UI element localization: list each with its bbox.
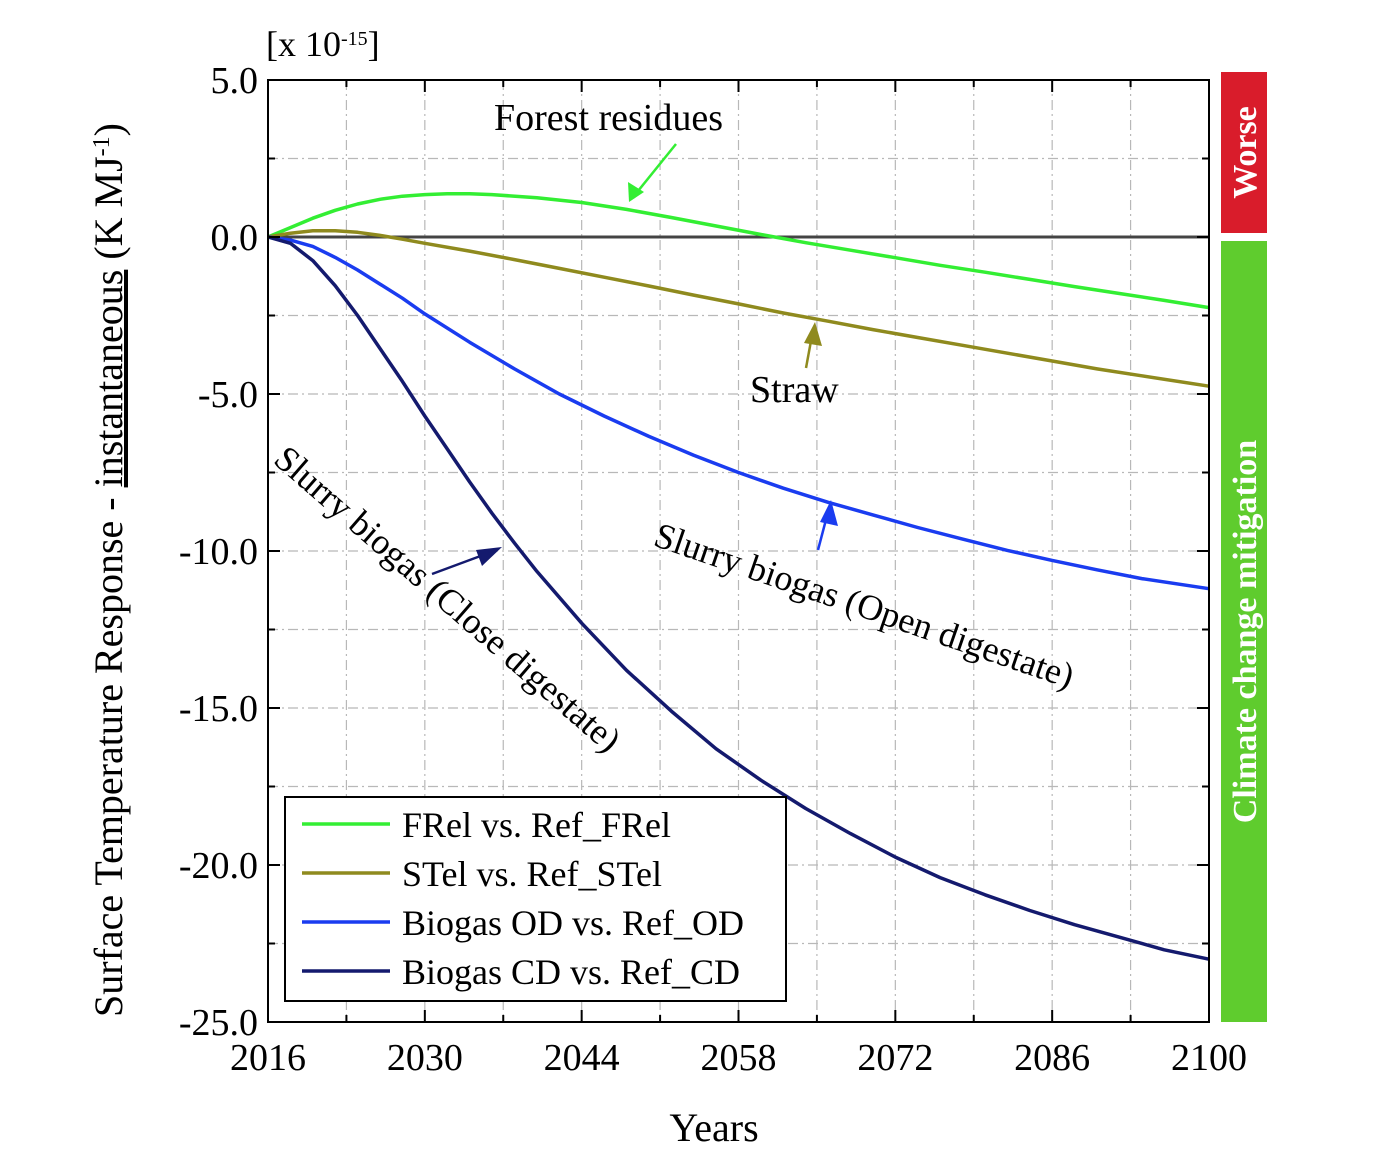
y-tick-label: 0.0 (211, 217, 259, 259)
annotation-slurry-open: Slurry biogas (Open digestate) (649, 515, 1079, 696)
side-band-label-1: Worse (1227, 106, 1264, 199)
y-tick-label: -15.0 (179, 688, 258, 730)
x-tick-label: 2016 (230, 1037, 306, 1079)
y-tick-label: -20.0 (179, 845, 258, 887)
legend-items: FRel vs. Ref_FRel STel vs. Ref_STel Biogas… (302, 805, 744, 992)
arrowhead-forest-residues (628, 182, 644, 202)
y-axis-label: Surface Temperature Response - instantan… (86, 123, 131, 1017)
legend: FRel vs. Ref_FRel STel vs. Ref_STel Biogas… (284, 796, 787, 1002)
side-band-label-2: Climate change mitigation (1227, 440, 1264, 823)
series-line-2 (267, 228, 1210, 388)
annotation-forest-residues: Forest residues (494, 97, 723, 139)
y-tick-label: 5.0 (211, 60, 259, 102)
legend-label-1: FRel vs. Ref_FRel (402, 805, 671, 845)
x-tick-label: 2030 (387, 1037, 463, 1079)
arrowhead-slurry-close (476, 547, 502, 566)
x-tick-label: 2058 (701, 1037, 777, 1079)
legend-box (284, 796, 787, 1002)
x-tick-label: 2044 (544, 1037, 620, 1079)
side-band-1 (1221, 72, 1267, 233)
y-tick-label: -5.0 (198, 374, 258, 416)
arrowhead-slurry-open (820, 500, 838, 526)
axis-ticks (267, 79, 1210, 1023)
x-axis-label: Years (669, 1105, 758, 1150)
x-tick-label: 2086 (1014, 1037, 1090, 1079)
legend-label-4: Biogas CD vs. Ref_CD (402, 952, 740, 992)
side-bands: Worse Climate change mitigation (1221, 72, 1267, 1022)
legend-label-3: Biogas OD vs. Ref_OD (402, 903, 744, 943)
series-line-3 (267, 235, 1210, 591)
x-tick-labels: 2016 2030 2044 2058 2072 2086 2100 (230, 1037, 1247, 1079)
annotation-straw: Straw (750, 369, 839, 411)
series-line-1 (267, 191, 1210, 310)
annotation-slurry-close: Slurry biogas (Close digestate) (267, 438, 629, 760)
legend-label-2: STel vs. Ref_STel (402, 854, 662, 894)
x-tick-label: 2072 (857, 1037, 933, 1079)
series-line-4 (267, 235, 1210, 961)
arrowhead-straw (804, 322, 822, 346)
side-band-2 (1221, 241, 1267, 1022)
y-tick-labels: 5.0 0.0 -5.0 -10.0 -15.0 -20.0 -25.0 (179, 60, 258, 1044)
arrow-forest-residues (633, 143, 677, 197)
y-tick-label: -25.0 (179, 1002, 258, 1044)
y-tick-label: -10.0 (179, 531, 258, 573)
series-group (267, 191, 1210, 961)
x-tick-label: 2100 (1171, 1037, 1247, 1079)
multiplier-label: [x 10-15] (266, 24, 380, 64)
